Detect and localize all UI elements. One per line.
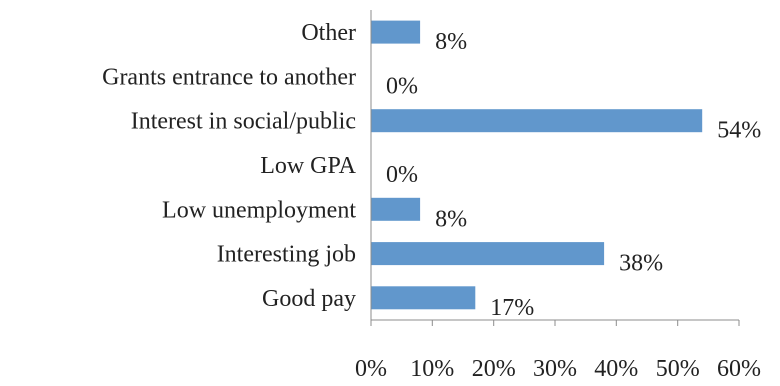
bar	[371, 286, 476, 310]
data-label: 38%	[619, 251, 663, 277]
x-tick-label: 50%	[656, 356, 700, 382]
category-label: Interest in social/public	[131, 109, 356, 135]
category-label: Grants entrance to another	[102, 64, 356, 90]
category-label: Low unemployment	[162, 197, 356, 223]
category-label: Interesting job	[217, 242, 356, 268]
category-label: Low GPA	[260, 153, 356, 179]
bar	[371, 20, 421, 44]
bars-layer	[371, 20, 703, 310]
x-tick-label: 20%	[472, 356, 516, 382]
bar	[371, 197, 421, 221]
data-label: 8%	[435, 29, 467, 55]
category-label: Good pay	[262, 286, 356, 312]
data-label: 0%	[386, 162, 418, 188]
bar	[371, 242, 605, 266]
x-tick-label: 60%	[717, 356, 761, 382]
category-label: Other	[301, 20, 356, 46]
data-label: 17%	[490, 295, 534, 321]
x-tick-label: 0%	[355, 356, 387, 382]
x-tick-label: 40%	[594, 356, 638, 382]
data-label: 54%	[717, 118, 761, 144]
bar	[371, 109, 703, 133]
data-label: 8%	[435, 206, 467, 232]
labels-layer: Good pay 17% Interesting job 38% Low unemplo…	[102, 20, 761, 382]
x-tick-label: 30%	[533, 356, 577, 382]
data-label: 0%	[386, 73, 418, 99]
x-tick-label: 10%	[410, 356, 454, 382]
axis-layer	[370, 10, 740, 326]
